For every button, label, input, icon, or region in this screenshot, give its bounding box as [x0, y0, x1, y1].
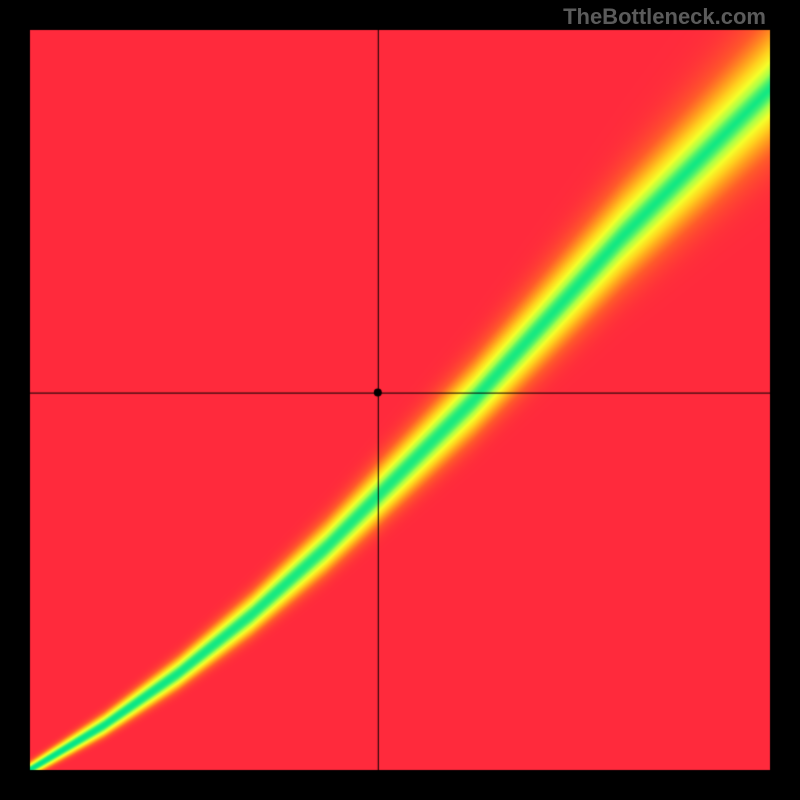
heatmap-canvas — [0, 0, 800, 800]
chart-container: TheBottleneck.com — [0, 0, 800, 800]
